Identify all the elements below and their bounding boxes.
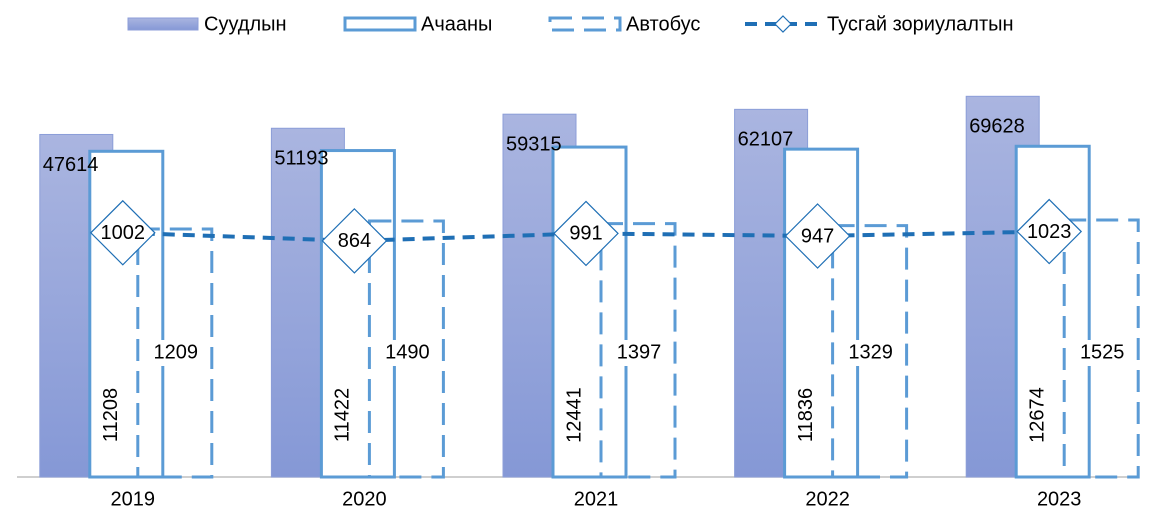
- legend-item: Суудлын: [127, 13, 287, 35]
- data-label: 59315: [506, 133, 562, 155]
- legend-symbol: [127, 17, 199, 31]
- data-label: 1490: [385, 341, 430, 363]
- x-tick-label: 2022: [805, 488, 850, 510]
- data-label: 1329: [848, 341, 893, 363]
- data-label: 1209: [154, 341, 199, 363]
- marker: [553, 200, 619, 267]
- legend-item: Автобус: [548, 13, 700, 35]
- legend-label: Автобус: [626, 13, 700, 35]
- data-label: 47614: [43, 154, 99, 176]
- data-label: 62107: [738, 129, 794, 151]
- bar: [136, 227, 214, 479]
- legend-label: Тусгай зориулалтын: [827, 13, 1014, 35]
- bar: [319, 149, 396, 479]
- legend-item: Тусгай зориулалтын: [745, 13, 1014, 35]
- data-label: 11836: [795, 388, 817, 442]
- data-label: 1002: [101, 222, 146, 244]
- bar: [783, 147, 860, 479]
- data-label: 1525: [1080, 341, 1125, 363]
- bar: [1014, 144, 1091, 479]
- legend-item: Ачааны: [343, 13, 492, 35]
- marker: [321, 208, 388, 274]
- bar: [1062, 218, 1140, 479]
- bar: [551, 145, 628, 479]
- bar: [599, 222, 677, 479]
- data-label: 12674: [1026, 387, 1048, 443]
- x-tick-label: 2020: [342, 488, 387, 510]
- data-label: 11208: [100, 388, 122, 442]
- data-label: 947: [801, 225, 834, 247]
- marker: [89, 199, 156, 266]
- bar: [367, 219, 445, 479]
- data-label: 864: [338, 230, 371, 252]
- legend-symbol: [343, 16, 417, 32]
- label-bg: [1072, 340, 1133, 366]
- marker: [1016, 198, 1083, 265]
- data-label: 11422: [332, 388, 354, 442]
- data-label: 51193: [274, 148, 328, 170]
- x-tick-label: 2019: [111, 488, 156, 510]
- data-label: 1397: [617, 341, 662, 363]
- data-label: 69628: [969, 116, 1025, 138]
- label-bg: [377, 340, 438, 366]
- legend-symbol: [774, 15, 792, 33]
- x-tick-label: 2023: [1037, 488, 1082, 510]
- legend-label: Ачааны: [421, 13, 492, 35]
- label-bg: [145, 340, 206, 366]
- x-tick-label: 2021: [574, 488, 619, 510]
- legend-label: Суудлын: [204, 13, 287, 35]
- legend-symbol: [548, 16, 622, 32]
- bar: [831, 224, 909, 479]
- label-bg: [840, 340, 901, 366]
- data-label: 991: [569, 223, 602, 245]
- marker: [784, 203, 851, 269]
- bar: [88, 149, 165, 479]
- label-bg: [609, 340, 669, 366]
- data-label: 1023: [1027, 221, 1072, 243]
- data-label: 12441: [563, 387, 585, 443]
